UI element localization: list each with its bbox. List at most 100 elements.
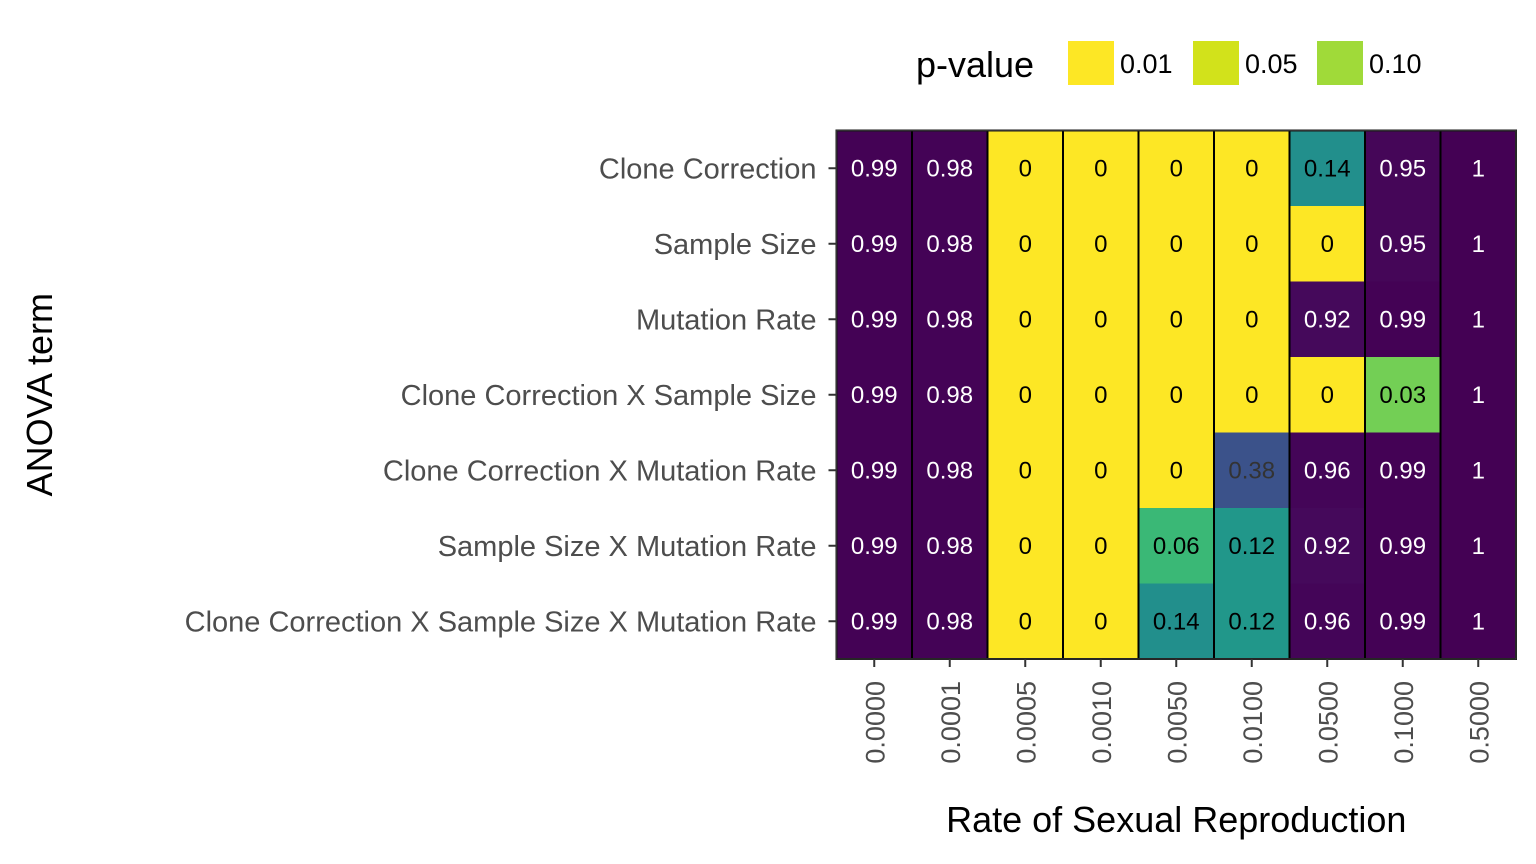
heatmap-cell	[912, 206, 988, 282]
cell-value-label: 0.99	[1379, 533, 1426, 560]
heatmap-cell	[1365, 583, 1441, 660]
cell-value-label: 1	[1472, 155, 1485, 182]
heatmap-cell	[836, 130, 913, 207]
legend-swatch	[1068, 41, 1114, 85]
cell-value-label: 0	[1321, 231, 1334, 258]
cell-value-label: 0.99	[851, 231, 898, 258]
heatmap-cell	[1063, 508, 1139, 584]
y-tick-label: Sample Size	[654, 229, 817, 261]
legend-label: 0.10	[1369, 49, 1422, 79]
cell-value-label: 1	[1472, 231, 1485, 258]
heatmap-cell	[836, 583, 913, 660]
cell-value-label: 0.98	[926, 306, 973, 333]
x-axis-title: Rate of Sexual Reproduction	[946, 799, 1406, 840]
heatmap-cell	[1138, 130, 1215, 207]
heatmap-cell	[1440, 130, 1517, 207]
heatmap-cell	[1440, 583, 1517, 660]
heatmap-cell	[1289, 281, 1366, 358]
cell-value-label: 0	[1321, 382, 1334, 409]
heatmap-cell	[1365, 508, 1441, 584]
heatmap-cell	[912, 357, 988, 433]
heatmap-cell	[1289, 130, 1366, 207]
cell-value-label: 0	[1019, 382, 1032, 409]
cell-value-label: 0	[1170, 306, 1183, 333]
cell-value-label: 1	[1472, 306, 1485, 333]
heatmap-cell	[1289, 357, 1366, 433]
heatmap-cell	[1440, 508, 1517, 584]
cell-value-label: 0.95	[1379, 155, 1426, 182]
cell-value-label: 0	[1019, 231, 1032, 258]
cell-value-label: 0	[1170, 382, 1183, 409]
heatmap-cell	[1214, 281, 1290, 358]
heatmap-cell	[1440, 357, 1517, 433]
cell-value-label: 0.99	[1379, 306, 1426, 333]
heatmap-cell	[1063, 583, 1139, 660]
heatmap-cell	[1365, 130, 1441, 207]
x-tick-label: 0.0005	[1011, 681, 1041, 764]
heatmap-cell	[1365, 281, 1441, 358]
cell-value-label: 0.98	[926, 382, 973, 409]
heatmap-cell	[912, 130, 988, 207]
heatmap-cell	[1138, 357, 1215, 433]
legend-label: 0.05	[1245, 49, 1298, 79]
heatmap-cell	[1063, 357, 1139, 433]
heatmap-cells: 0.99 0.98 0 0 0 0 0.14 0.95 1 0.99 0.98 0 0 0 0 0 0.95 1 0…	[836, 130, 1517, 660]
heatmap-cell	[1138, 432, 1215, 509]
cell-value-label: 0.99	[851, 608, 898, 635]
cell-value-label: 0	[1245, 231, 1258, 258]
heatmap-cell	[1289, 583, 1366, 660]
x-tick-label: 0.0500	[1313, 681, 1343, 764]
cell-value-label: 0	[1094, 608, 1107, 635]
heatmap-cell	[1063, 130, 1139, 207]
heatmap-cell	[987, 281, 1064, 358]
heatmap-cell	[1138, 281, 1215, 358]
heatmap-cell	[1214, 432, 1290, 509]
heatmap-cell	[836, 432, 913, 509]
heatmap-cell	[912, 281, 988, 358]
heatmap-cell	[912, 508, 988, 584]
cell-value-label: 1	[1472, 382, 1485, 409]
heatmap-cell	[1440, 281, 1517, 358]
heatmap-cell	[987, 130, 1064, 207]
heatmap-cell	[836, 206, 913, 282]
cell-value-label: 0.96	[1304, 608, 1351, 635]
heatmap-cell	[1214, 357, 1290, 433]
y-tick-label: Mutation Rate	[636, 304, 817, 336]
heatmap-cell	[912, 583, 988, 660]
cell-value-label: 1	[1472, 608, 1485, 635]
cell-value-label: 0.12	[1228, 608, 1275, 635]
heatmap-cell	[1063, 432, 1139, 509]
cell-value-label: 0.98	[926, 608, 973, 635]
x-tick-label: 0.0001	[936, 681, 966, 764]
heatmap-cell	[1138, 583, 1215, 660]
heatmap-cell	[1365, 206, 1441, 282]
heatmap-cell	[1440, 206, 1517, 282]
x-tick-label: 0.5000	[1464, 681, 1494, 764]
heatmap-cell	[1289, 432, 1366, 509]
cell-value-label: 0.98	[926, 533, 973, 560]
legend-title: p-value	[916, 44, 1034, 85]
y-tick-label: Clone Correction	[599, 153, 817, 185]
heatmap-cell	[912, 432, 988, 509]
cell-value-label: 0	[1094, 155, 1107, 182]
x-tick-label: 0.0000	[860, 681, 890, 764]
y-tick-label: Clone Correction X Mutation Rate	[383, 455, 817, 487]
cell-value-label: 0	[1094, 533, 1107, 560]
heatmap-cell	[1214, 130, 1290, 207]
heatmap-cell	[1214, 508, 1290, 584]
x-tick-label: 0.0010	[1087, 681, 1117, 764]
y-tick-label: Clone Correction X Sample Size	[401, 380, 817, 412]
heatmap-cell	[1289, 206, 1366, 282]
cell-value-label: 0.92	[1304, 533, 1351, 560]
x-tick-label: 0.1000	[1389, 681, 1419, 764]
cell-value-label: 0.99	[1379, 608, 1426, 635]
y-tick-label: Sample Size X Mutation Rate	[438, 531, 817, 563]
cell-value-label: 0	[1094, 306, 1107, 333]
heatmap-cell	[987, 206, 1064, 282]
cell-value-label: 0	[1094, 457, 1107, 484]
cell-value-label: 0	[1094, 231, 1107, 258]
heatmap-cell	[987, 357, 1064, 433]
x-axis: 0.0000 0.0001 0.0005 0.0010 0.0050 0.0100 0.05…	[860, 659, 1494, 764]
cell-value-label: 0.98	[926, 155, 973, 182]
